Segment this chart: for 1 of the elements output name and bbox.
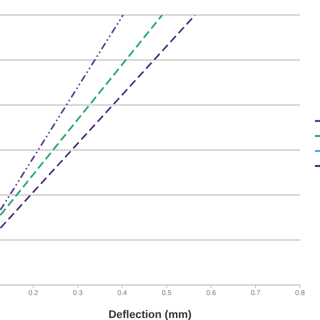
x-axis-title: Deflection (mm) — [108, 309, 192, 320]
